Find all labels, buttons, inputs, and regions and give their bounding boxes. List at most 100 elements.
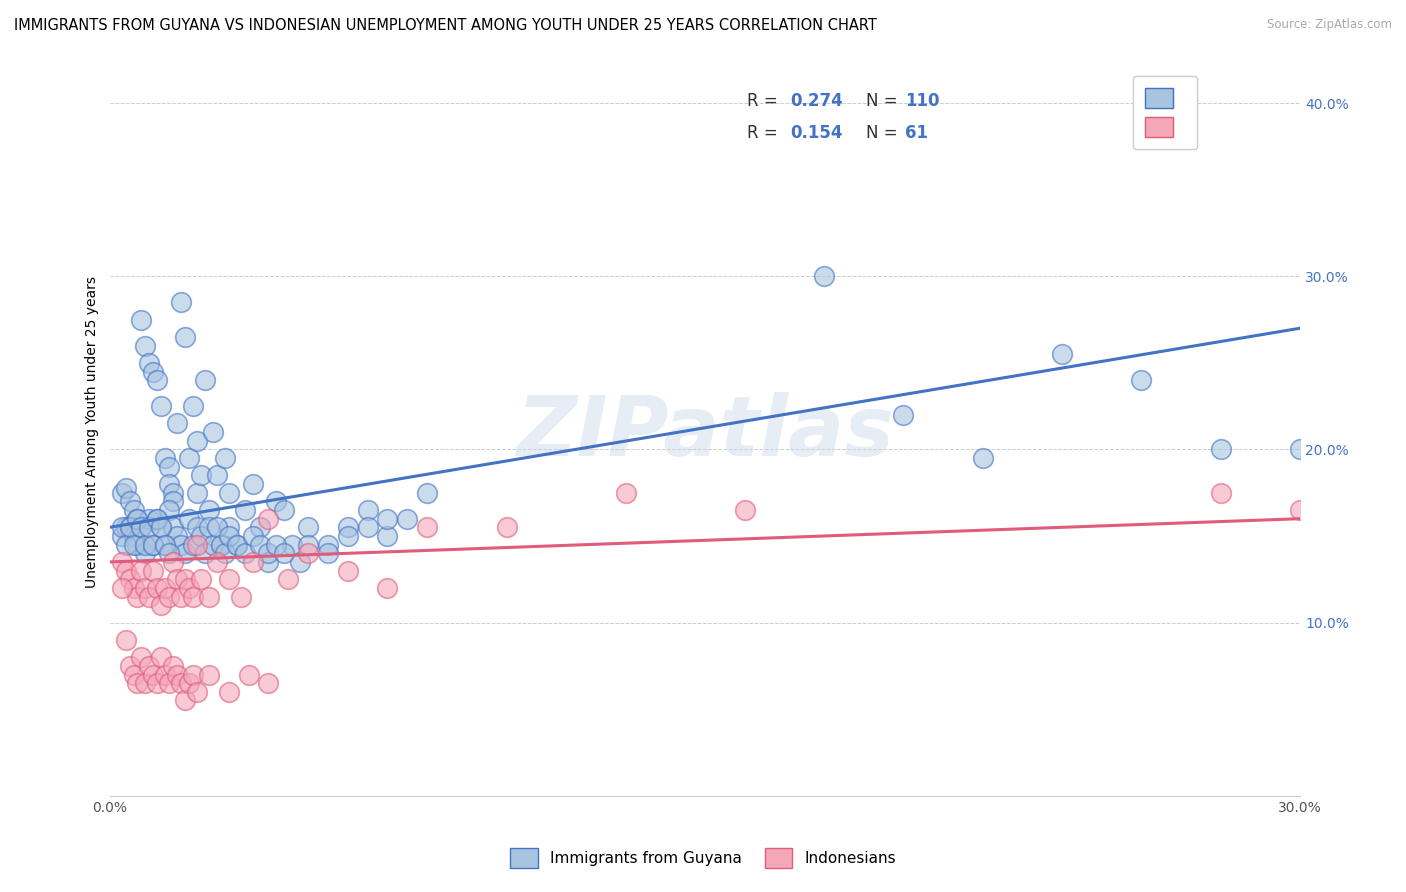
Point <box>157 676 180 690</box>
Point <box>218 572 240 586</box>
Point <box>218 520 240 534</box>
Point <box>214 546 236 560</box>
Point <box>166 417 188 431</box>
Point <box>229 590 252 604</box>
Point <box>257 511 280 525</box>
Point <box>186 485 208 500</box>
Point <box>111 520 134 534</box>
Point <box>174 693 197 707</box>
Text: IMMIGRANTS FROM GUYANA VS INDONESIAN UNEMPLOYMENT AMONG YOUTH UNDER 25 YEARS COR: IMMIGRANTS FROM GUYANA VS INDONESIAN UNE… <box>14 18 877 33</box>
Point <box>257 546 280 560</box>
Point <box>157 459 180 474</box>
Point <box>186 520 208 534</box>
Point <box>150 650 173 665</box>
Point <box>166 667 188 681</box>
Point <box>142 667 165 681</box>
Point <box>146 373 169 387</box>
Point <box>138 658 160 673</box>
Point <box>218 685 240 699</box>
Point <box>118 658 141 673</box>
Point <box>127 590 149 604</box>
Point <box>205 520 228 534</box>
Point <box>297 546 319 560</box>
Point <box>201 425 224 439</box>
Point <box>177 581 200 595</box>
Point <box>170 295 193 310</box>
Point <box>238 667 260 681</box>
Point <box>162 658 184 673</box>
Point <box>174 330 197 344</box>
Point <box>198 590 221 604</box>
Point <box>266 538 288 552</box>
Point <box>214 451 236 466</box>
Point <box>734 503 756 517</box>
Point <box>134 538 156 552</box>
Text: Source: ZipAtlas.com: Source: ZipAtlas.com <box>1267 18 1392 31</box>
Text: N =: N = <box>866 92 903 111</box>
Point <box>194 546 217 560</box>
Point <box>198 503 221 517</box>
Point <box>155 667 177 681</box>
Point <box>186 538 208 552</box>
Point <box>297 520 319 534</box>
Point <box>157 477 180 491</box>
Point <box>118 572 141 586</box>
Point <box>177 511 200 525</box>
Point <box>122 581 145 595</box>
Point <box>127 676 149 690</box>
Point <box>273 546 295 560</box>
Point <box>242 529 264 543</box>
Point <box>1209 485 1232 500</box>
Point <box>181 590 204 604</box>
Point <box>242 477 264 491</box>
Point <box>162 520 184 534</box>
Point <box>813 269 835 284</box>
Point <box>157 503 180 517</box>
Legend: Immigrants from Guyana, Indonesians: Immigrants from Guyana, Indonesians <box>502 840 904 875</box>
Point <box>209 538 232 552</box>
Point <box>134 676 156 690</box>
Point <box>174 546 197 560</box>
Point <box>356 503 378 517</box>
Point <box>288 555 311 569</box>
Point <box>277 572 299 586</box>
Point <box>396 511 419 525</box>
Point <box>198 520 221 534</box>
Legend: , : , <box>1133 76 1198 149</box>
Point <box>190 529 212 543</box>
Point <box>114 538 136 552</box>
Point <box>134 546 156 560</box>
Point <box>205 468 228 483</box>
Point <box>194 373 217 387</box>
Point <box>972 451 994 466</box>
Point <box>205 555 228 569</box>
Point <box>297 538 319 552</box>
Point <box>233 503 256 517</box>
Point <box>155 451 177 466</box>
Point <box>131 650 153 665</box>
Point <box>181 667 204 681</box>
Point <box>177 676 200 690</box>
Point <box>138 520 160 534</box>
Point <box>146 511 169 525</box>
Point <box>142 564 165 578</box>
Point <box>131 520 153 534</box>
Point <box>131 520 153 534</box>
Point <box>138 356 160 370</box>
Point <box>336 520 359 534</box>
Point <box>1050 347 1073 361</box>
Point <box>1209 442 1232 457</box>
Point <box>155 538 177 552</box>
Point <box>111 555 134 569</box>
Point <box>142 538 165 552</box>
Point <box>225 538 247 552</box>
Point <box>150 520 173 534</box>
Point <box>186 434 208 448</box>
Point <box>233 546 256 560</box>
Point <box>114 564 136 578</box>
Point <box>127 511 149 525</box>
Point <box>170 590 193 604</box>
Point <box>122 503 145 517</box>
Point <box>281 538 304 552</box>
Point <box>495 520 517 534</box>
